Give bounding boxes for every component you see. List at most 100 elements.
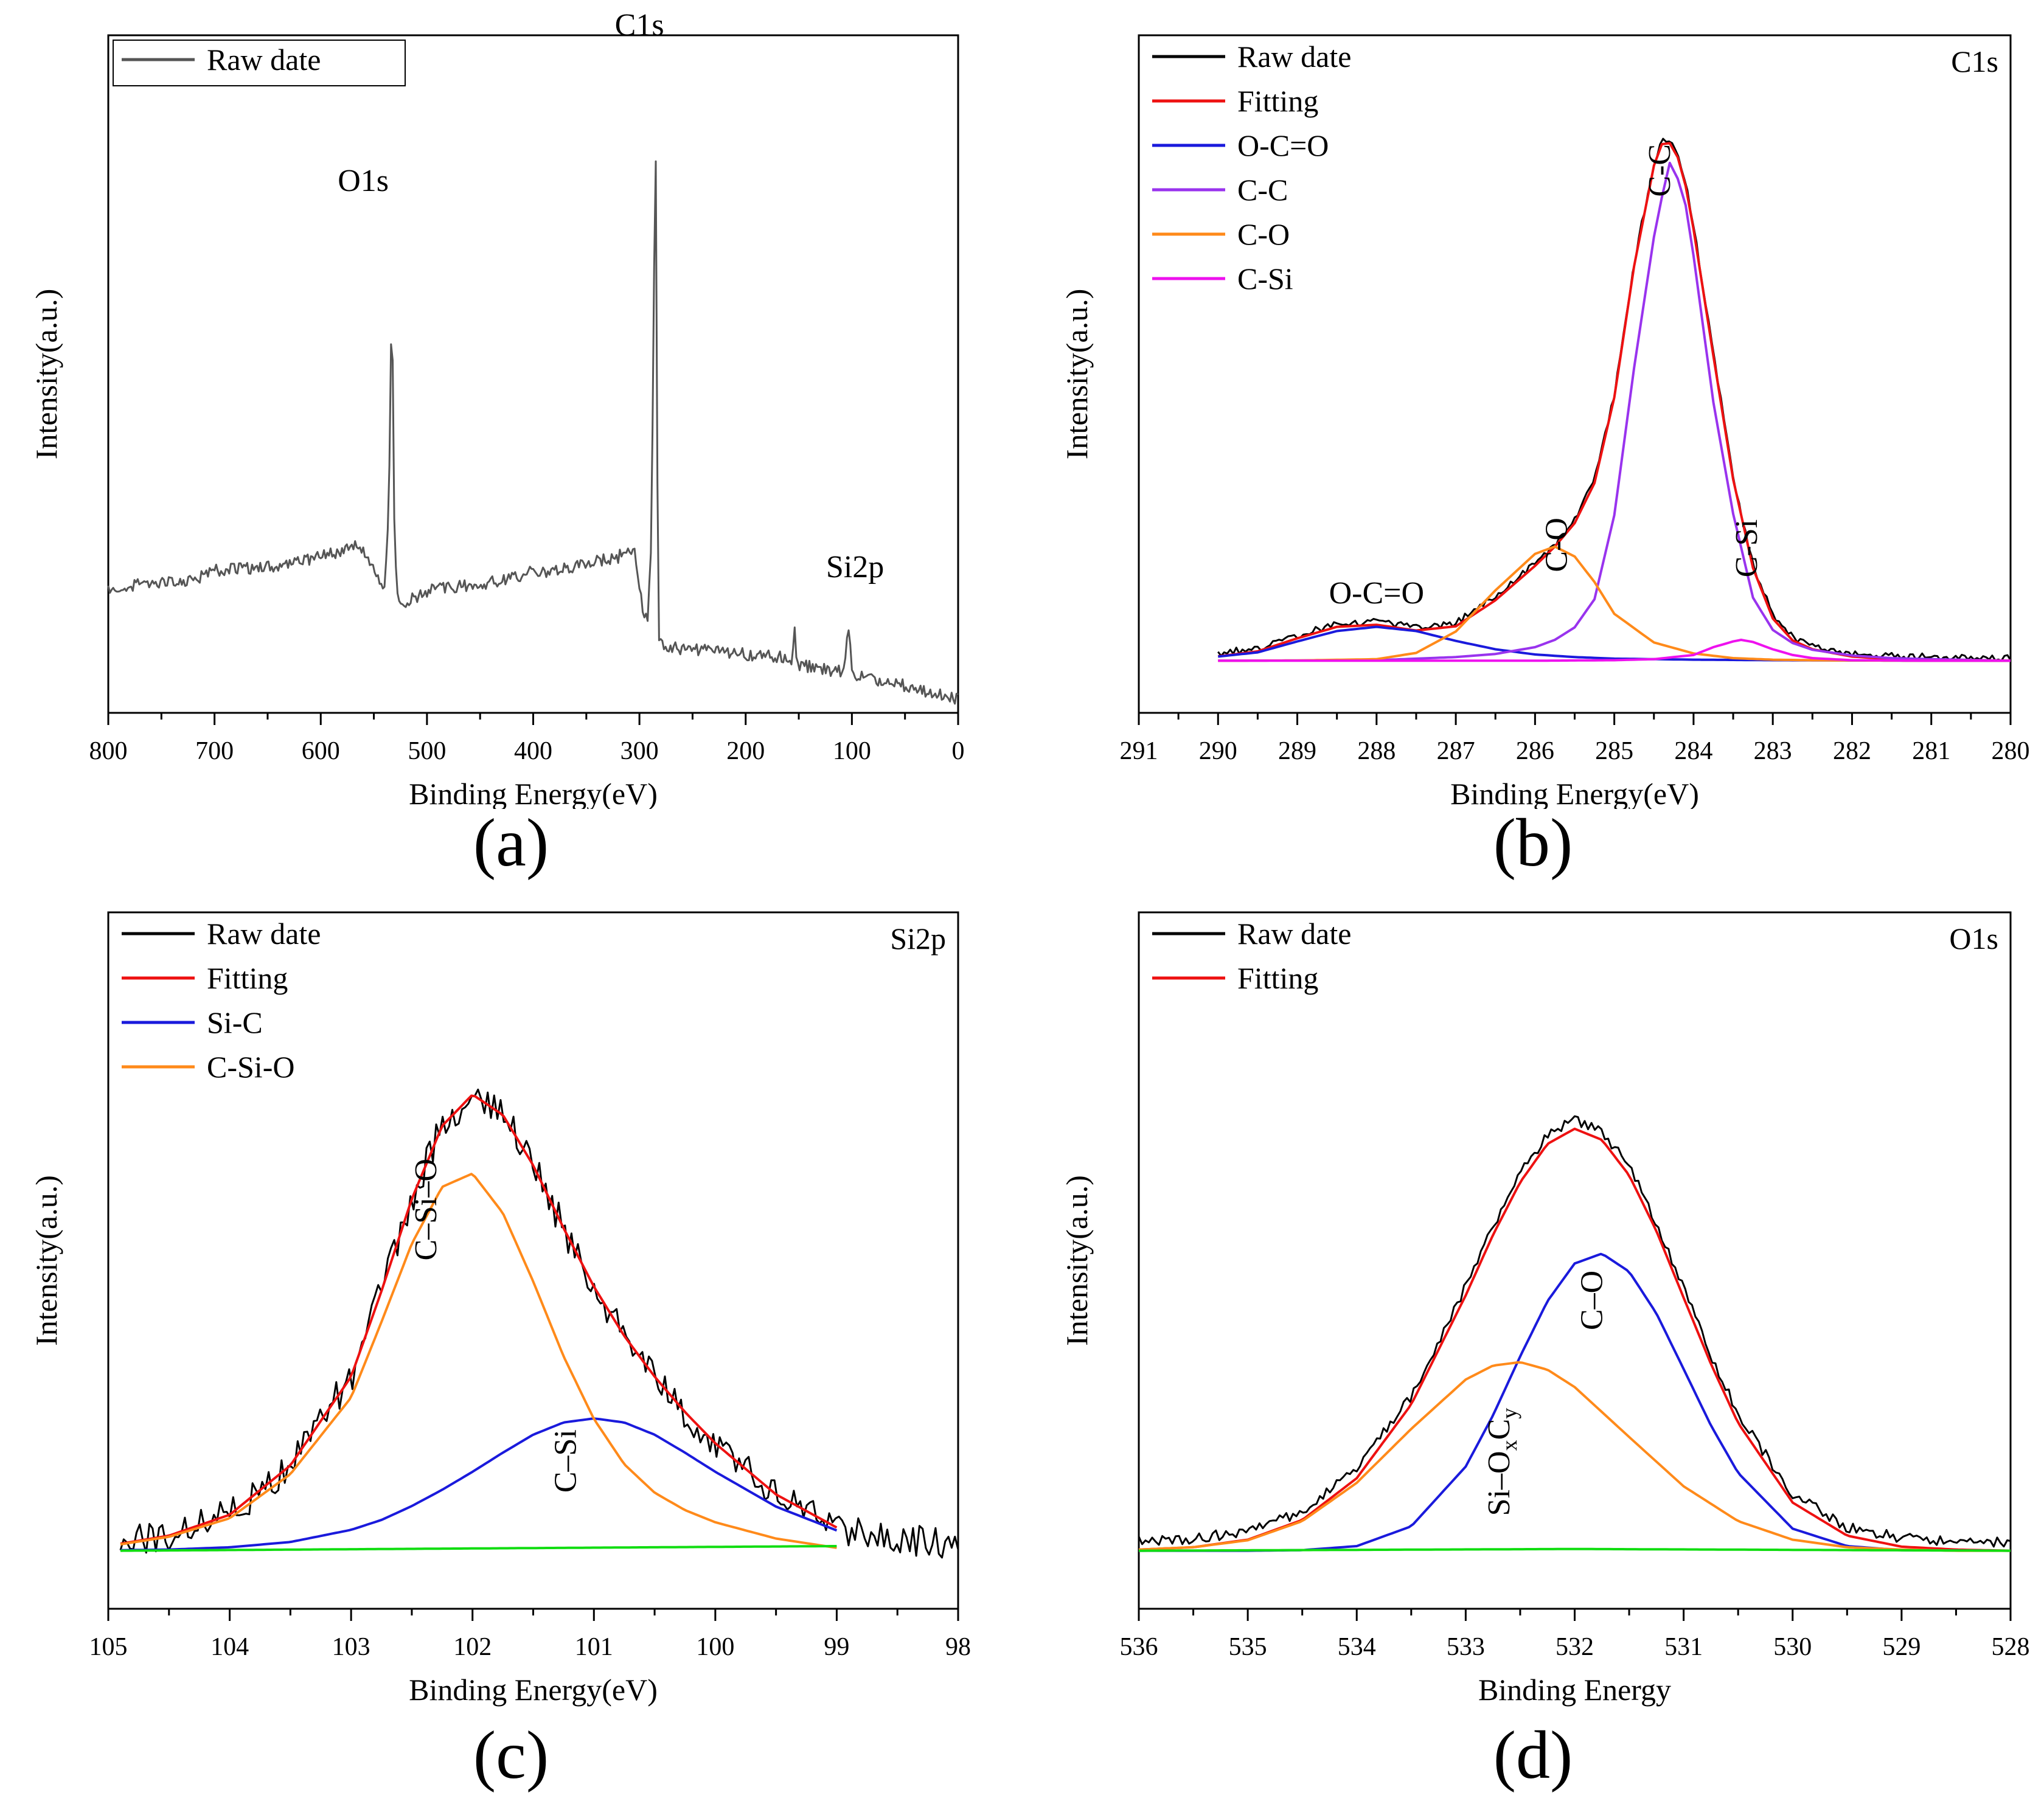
peak-annotation: O1s	[338, 164, 389, 198]
x-tick-label: 285	[1595, 737, 1633, 765]
chart-c-si2p-spectrum: 105 104 103 102 101 100 99 98 Binding Energy(eV)…	[29, 911, 971, 1707]
x-tick-label: 528	[1992, 1633, 2030, 1661]
x-tick-label: 99	[824, 1633, 849, 1661]
x-tick-label: 600	[302, 737, 340, 765]
x-tick-label: 533	[1447, 1633, 1485, 1661]
legend-label: C-C	[1237, 173, 1288, 207]
x-tick-label: 103	[332, 1633, 370, 1661]
annotation-part: Si–O	[1482, 1451, 1517, 1516]
legend: Raw date Fitting O-C=O C-C C-O C-Si	[1152, 40, 1351, 296]
x-tick-label: 105	[89, 1633, 128, 1661]
series-group	[119, 1088, 959, 1559]
peak-annotation: C-C	[1642, 144, 1677, 197]
plot-frame	[107, 34, 959, 714]
x-tick-label: 284	[1674, 737, 1712, 765]
chart-a-survey-spectrum: 800 700 600 500 400 300 200 100 0 Binding Energy(…	[29, 8, 965, 811]
peak-annotation: Si2p	[826, 550, 884, 585]
x-tick-label: 290	[1199, 737, 1237, 765]
peak-annotation: C-Si	[1729, 519, 1764, 577]
x-tick-label: 288	[1357, 737, 1396, 765]
legend-label: C-Si	[1237, 262, 1293, 296]
x-axis: 536 535 534 533 532 531 530 529 528	[1120, 1609, 2030, 1661]
legend-label: Fitting	[1237, 961, 1318, 995]
legend-label: Fitting	[1237, 84, 1318, 118]
panel-c-si2p: 105 104 103 102 101 100 99 98 Binding Energy(eV)…	[0, 894, 1022, 1724]
x-axis-label: Binding Energy(eV)	[409, 1673, 658, 1707]
x-axis: 105 104 103 102 101 100 99 98	[89, 1609, 971, 1661]
x-tick-label: 101	[575, 1633, 613, 1661]
plot-frame	[1138, 911, 2012, 1610]
x-tick-label: 291	[1120, 737, 1158, 765]
x-tick-label: 530	[1773, 1633, 1812, 1661]
component-3-line	[1138, 1361, 2011, 1552]
x-tick-label: 100	[696, 1633, 734, 1661]
x-tick-label: 536	[1120, 1633, 1158, 1661]
x-tick-label: 283	[1754, 737, 1792, 765]
x-tick-label: 400	[514, 737, 552, 765]
legend-label: Fitting	[207, 961, 288, 995]
caption-d: (d)	[1493, 1718, 1573, 1793]
component-4-line	[1139, 1547, 2011, 1552]
chart-b-c1s-spectrum: 291 290 289 288 287 286 285 284 283 282 281 280 Bind…	[1060, 34, 2030, 811]
peak-annotation: C–Si	[548, 1429, 583, 1493]
x-tick-label: 282	[1833, 737, 1871, 765]
panel-a-survey: 800 700 600 500 400 300 200 100 0 Binding Energy(…	[0, 0, 1022, 812]
fitting-line	[1138, 1127, 2011, 1552]
series-group	[1138, 1115, 2011, 1552]
legend: Raw date	[113, 40, 406, 86]
annotation-sub: x	[1497, 1440, 1521, 1451]
x-axis-label: Binding Energy(eV)	[1450, 777, 1699, 809]
x-tick-label: 532	[1556, 1633, 1594, 1661]
x-tick-label: 98	[945, 1633, 971, 1661]
o-c-o-line	[1218, 625, 2011, 662]
y-axis-label: Intensity(a.u.)	[29, 289, 63, 459]
peak-annotation: Si–OxCy	[1482, 1408, 1521, 1516]
component-4-line	[120, 1545, 837, 1552]
x-tick-label: 0	[952, 737, 965, 765]
legend-label: C-O	[1237, 217, 1290, 251]
legend-label: O-C=O	[1237, 128, 1329, 162]
legend-box	[113, 40, 406, 86]
caption-c: (c)	[473, 1718, 549, 1793]
annotation-sub: y	[1497, 1408, 1521, 1419]
legend: Raw date Fitting Si-C C-Si-O	[122, 917, 321, 1084]
x-tick-label: 300	[620, 737, 659, 765]
panel-b-c1s: 291 290 289 288 287 286 285 284 283 282 281 280 Bind…	[1022, 0, 2044, 812]
x-tick-label: 289	[1278, 737, 1316, 765]
fitting-line	[120, 1094, 838, 1546]
c-si-o-line	[120, 1173, 837, 1549]
c-si-line	[1218, 639, 2011, 662]
x-axis-label: Binding Energy	[1478, 1673, 1671, 1707]
peak-annotation: C-O	[1539, 518, 1574, 572]
corner-label: C1s	[1951, 44, 1998, 78]
y-axis-label: Intensity(a.u.)	[1060, 1175, 1094, 1345]
series-group	[107, 160, 959, 705]
panel-d-o1s: 536 535 534 533 532 531 530 529 528 Binding Energ…	[1022, 894, 2044, 1724]
x-tick-label: 500	[408, 737, 446, 765]
corner-label: Si2p	[890, 921, 946, 956]
x-axis-label: Binding Energy(eV)	[409, 777, 658, 809]
x-tick-label: 100	[833, 737, 871, 765]
si-c-line	[120, 1417, 838, 1552]
x-tick-label: 535	[1229, 1633, 1267, 1661]
x-tick-label: 286	[1516, 737, 1554, 765]
x-tick-label: 700	[195, 737, 234, 765]
raw-date-line	[119, 1088, 959, 1559]
legend-label: Raw date	[1237, 40, 1351, 74]
x-tick-label: 531	[1664, 1633, 1703, 1661]
legend-label: Raw date	[207, 917, 321, 951]
caption-a: (a)	[473, 805, 549, 881]
x-tick-label: 800	[89, 737, 128, 765]
y-axis-label: Intensity(a.u.)	[1060, 289, 1094, 459]
corner-label: O1s	[1949, 921, 1998, 956]
legend: Raw date Fitting	[1152, 917, 1351, 995]
x-tick-label: 287	[1437, 737, 1475, 765]
peak-annotation: C1s	[615, 8, 664, 43]
x-tick-label: 281	[1912, 737, 1950, 765]
raw-date-line	[1138, 1115, 2011, 1548]
x-tick-label: 529	[1882, 1633, 1921, 1661]
chart-d-o1s-spectrum: 536 535 534 533 532 531 530 529 528 Binding Energ…	[1060, 911, 2030, 1707]
legend-label: Raw date	[207, 43, 321, 77]
raw-date-line	[107, 160, 959, 705]
x-axis: 800 700 600 500 400 300 200 100 0	[89, 713, 965, 765]
